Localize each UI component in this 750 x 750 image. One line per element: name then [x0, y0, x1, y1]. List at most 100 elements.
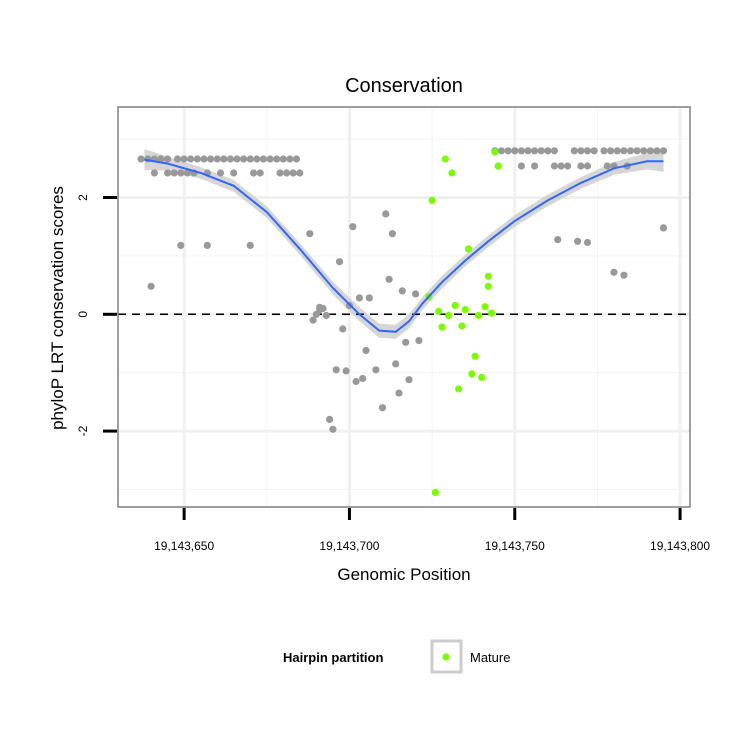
point-other — [524, 147, 532, 155]
point-other — [253, 155, 261, 163]
point-mature — [478, 373, 486, 381]
point-other — [246, 155, 254, 163]
point-mature — [458, 322, 466, 330]
point-other — [398, 287, 406, 295]
point-other — [240, 155, 248, 163]
point-other — [256, 169, 264, 177]
point-mature — [448, 169, 456, 177]
point-other — [170, 169, 178, 177]
point-other — [339, 325, 347, 333]
point-other — [610, 268, 618, 276]
point-other — [283, 169, 291, 177]
point-other — [207, 155, 215, 163]
point-other — [322, 311, 330, 320]
point-other — [200, 155, 208, 163]
point-other — [415, 337, 423, 345]
point-other — [620, 147, 628, 155]
point-other — [177, 241, 185, 249]
point-other — [286, 155, 294, 163]
point-other — [653, 147, 661, 155]
point-other — [583, 162, 592, 170]
point-mature — [488, 309, 496, 317]
point-mature — [484, 272, 492, 280]
point-other — [187, 155, 195, 163]
point-other — [273, 155, 281, 163]
point-mature — [471, 352, 479, 360]
point-mature — [455, 385, 463, 393]
point-mature — [438, 323, 446, 331]
point-other — [646, 147, 654, 155]
point-other — [564, 162, 572, 170]
point-other — [365, 294, 373, 302]
point-mature — [461, 306, 469, 314]
x-axis: 19,143,650 19,143,700 19,143,750 19,143,800 — [154, 508, 710, 553]
point-other — [570, 147, 578, 155]
point-other — [620, 271, 628, 279]
point-other — [550, 162, 559, 170]
point-other — [402, 338, 410, 346]
point-mature — [491, 148, 499, 156]
point-other — [583, 238, 592, 247]
point-other — [289, 169, 297, 177]
point-other — [359, 374, 367, 383]
point-other — [319, 304, 327, 313]
point-other — [517, 147, 526, 155]
point-other — [326, 415, 334, 423]
point-other — [607, 147, 615, 155]
point-other — [388, 230, 396, 238]
point-other — [497, 147, 506, 155]
point-mature — [494, 162, 502, 170]
legend-title: Hairpin partition — [283, 650, 383, 665]
point-other — [335, 258, 344, 266]
point-other — [164, 169, 172, 177]
point-other — [193, 155, 201, 163]
point-other — [517, 162, 526, 170]
point-other — [574, 237, 582, 245]
point-other — [292, 155, 301, 163]
point-other — [531, 147, 539, 155]
legend: Hairpin partition Mature — [283, 639, 510, 674]
point-other — [309, 316, 317, 324]
point-other — [372, 366, 380, 374]
point-other — [544, 147, 552, 155]
point-other — [349, 223, 357, 231]
smooth-curve — [144, 158, 664, 333]
point-mature — [431, 488, 439, 496]
point-other — [577, 147, 585, 155]
x-axis-title: Genomic Position — [337, 565, 470, 584]
point-other — [554, 236, 562, 244]
point-other — [213, 155, 221, 163]
point-other — [659, 147, 668, 155]
point-other — [342, 367, 350, 375]
point-mature — [435, 307, 443, 315]
y-tick-label: 2 — [76, 194, 90, 201]
point-other — [180, 155, 188, 163]
point-mature — [481, 303, 489, 311]
point-other — [246, 241, 254, 249]
point-other — [659, 224, 668, 232]
point-other — [613, 147, 621, 155]
point-mature — [484, 282, 492, 290]
x-tick-label: 19,143,700 — [319, 539, 379, 553]
point-other — [259, 155, 268, 163]
point-other — [385, 275, 393, 283]
point-other — [626, 147, 635, 155]
point-other — [157, 155, 165, 163]
point-other — [226, 155, 234, 163]
point-other — [183, 169, 191, 177]
point-other — [378, 404, 387, 412]
point-other — [332, 366, 340, 374]
x-tick-label: 19,143,650 — [154, 539, 214, 553]
point-other — [550, 147, 559, 155]
y-tick-label: 0 — [76, 311, 90, 318]
point-other — [150, 169, 158, 177]
point-other — [230, 169, 238, 177]
point-other — [511, 147, 519, 155]
point-mature — [441, 155, 449, 163]
smooth-line — [144, 158, 664, 333]
point-other — [600, 147, 608, 155]
point-mature — [445, 311, 453, 320]
point-other — [405, 376, 413, 384]
y-axis: -2 0 2 — [76, 194, 117, 436]
point-other — [504, 147, 512, 155]
